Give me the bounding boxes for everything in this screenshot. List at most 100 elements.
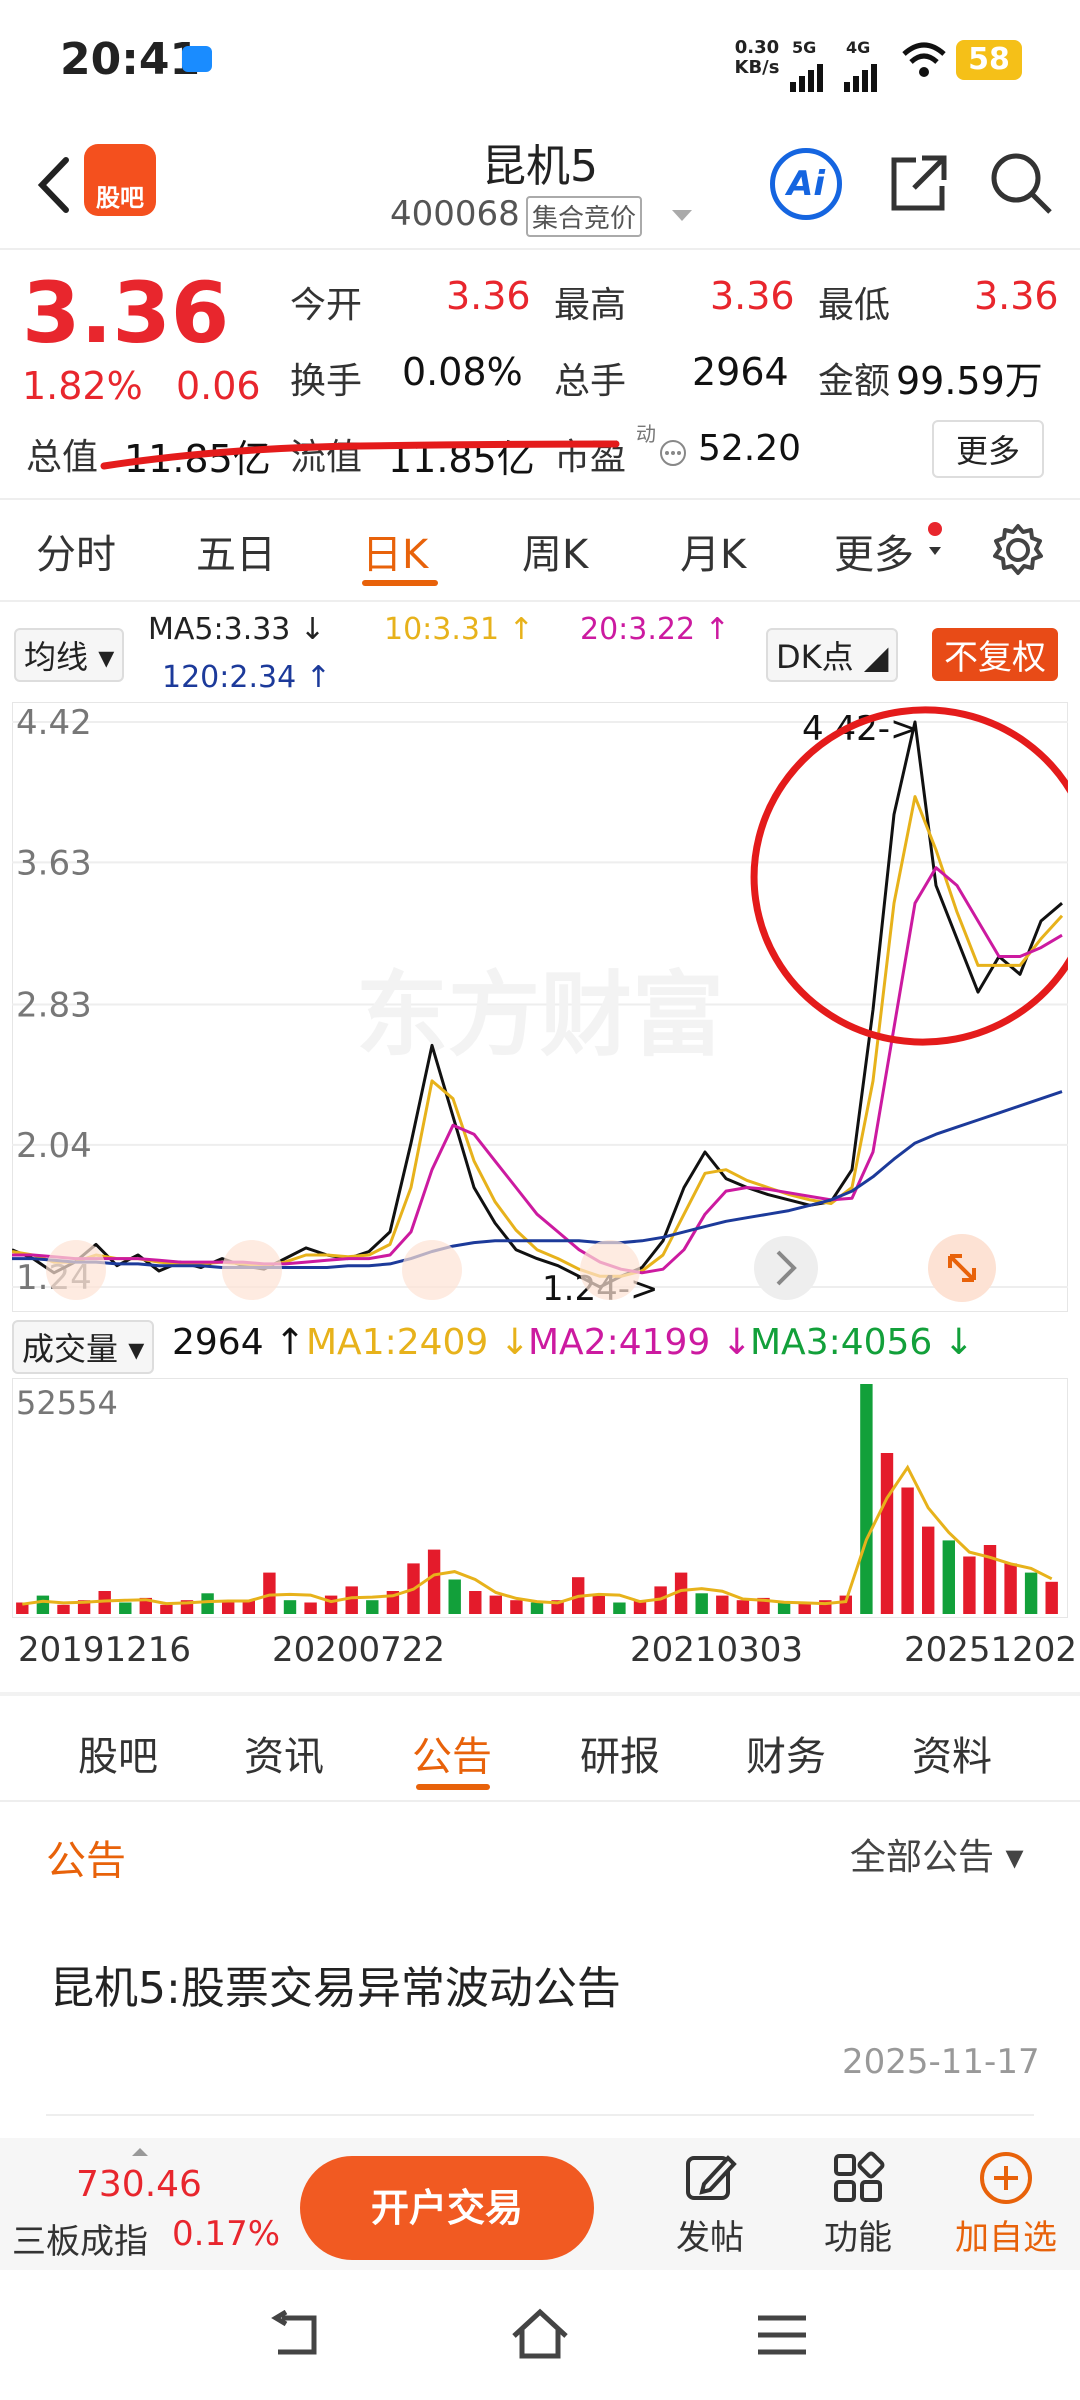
signal-bars-icon xyxy=(790,58,823,92)
search-icon[interactable] xyxy=(988,150,1054,216)
active-tab-indicator xyxy=(362,580,438,586)
index-change: 0.17% xyxy=(172,2214,281,2254)
volume-bar xyxy=(798,1602,811,1614)
volume-value: 2964 xyxy=(692,350,789,394)
info-tabs: 股吧 资讯 公告 研报 财务 资料 xyxy=(0,1696,1080,1804)
volume-selector[interactable]: 成交量 ▾ xyxy=(12,1320,155,1374)
kline-chart[interactable]: 东方财富 4.423.632.832.041.24 4.42-> 1.24-> xyxy=(12,702,1068,1312)
ma5-value: MA5:3.33 ↓ xyxy=(148,612,326,647)
volume-bar xyxy=(860,1384,873,1614)
net-speed-value: 0.30 xyxy=(734,37,780,58)
system-nav-bar xyxy=(0,2272,1080,2400)
watermark-text: 东方财富 xyxy=(356,962,724,1069)
signal-bars-2-icon xyxy=(844,58,877,92)
volume-bar xyxy=(36,1595,50,1614)
ma10-value: 10:3.31 ↑ xyxy=(384,612,534,647)
volume-bar xyxy=(119,1602,132,1614)
tab-guba[interactable]: 股吧 xyxy=(78,1734,158,1780)
guba-logo[interactable]: 股吧 xyxy=(84,144,156,216)
more-caret-icon xyxy=(929,547,941,555)
stock-name: 昆机5 xyxy=(482,141,598,192)
volume-chart[interactable]: 52554 xyxy=(12,1378,1068,1618)
announcement-filter[interactable]: 全部公告 ▾ xyxy=(850,1837,1024,1878)
volume-bar xyxy=(963,1556,976,1614)
date-axis: 20191216 20200722 20210303 20251202 xyxy=(0,1624,1080,1674)
volume-bar xyxy=(57,1604,70,1614)
index-name[interactable]: 三板成指 xyxy=(12,2222,148,2262)
chart-frame xyxy=(12,702,1068,1312)
index-value[interactable]: 730.46 xyxy=(76,2164,202,2205)
volume-bar xyxy=(366,1600,379,1614)
volume-ma1: MA1:2409 ↓ xyxy=(306,1322,530,1363)
chart-grid xyxy=(12,721,1068,1288)
volume-bar xyxy=(530,1602,544,1614)
volume-bar xyxy=(1045,1581,1058,1614)
tab-news[interactable]: 资讯 xyxy=(244,1734,324,1780)
tab-five-day[interactable]: 五日 xyxy=(196,532,276,578)
low-label: 最低 xyxy=(818,285,891,326)
tab-finance[interactable]: 财务 xyxy=(746,1734,826,1780)
nav-back-icon[interactable] xyxy=(270,2310,326,2360)
notification-icon xyxy=(182,46,212,72)
volume-bar xyxy=(1004,1563,1017,1614)
ai-assistant-icon[interactable]: Ai xyxy=(770,148,842,220)
date-label: 20200722 xyxy=(272,1630,446,1670)
y-tick-label: 2.83 xyxy=(16,986,92,1026)
post-button[interactable]: 发帖 xyxy=(650,2150,770,2259)
nav-menu-icon[interactable] xyxy=(754,2312,810,2358)
tab-profile[interactable]: 资料 xyxy=(912,1734,992,1780)
dk-label: DK点 xyxy=(776,638,854,676)
series-line-ma20 xyxy=(12,866,1063,1275)
high-value: 3.36 xyxy=(710,274,795,318)
tab-announcements[interactable]: 公告 xyxy=(412,1734,492,1780)
status-time: 20:41 xyxy=(60,34,201,85)
tab-more[interactable]: 更多 xyxy=(834,532,914,578)
filter-label: 全部公告 xyxy=(850,1837,995,1878)
volume-bar xyxy=(283,1600,297,1614)
announcement-title[interactable]: 昆机5:股票交易异常波动公告 xyxy=(50,1963,621,2014)
dk-point-toggle[interactable]: DK点 ◢ xyxy=(766,628,899,682)
chart-series xyxy=(12,720,1064,1289)
volume-ma-line xyxy=(22,1464,1053,1606)
network-speed: 0.30 KB/s xyxy=(732,38,782,78)
volume-bar xyxy=(1024,1572,1038,1614)
add-watchlist-button[interactable]: 加自选 xyxy=(946,2150,1066,2259)
active-subtab-indicator xyxy=(416,1784,490,1790)
tab-research[interactable]: 研报 xyxy=(580,1734,660,1780)
scroll-right-icon[interactable] xyxy=(754,1236,818,1300)
back-arrow-icon[interactable] xyxy=(26,150,86,220)
nav-home-icon[interactable] xyxy=(510,2308,570,2362)
more-button[interactable]: 更多 xyxy=(932,420,1045,478)
volume-bar xyxy=(242,1600,255,1614)
caret-down-icon[interactable] xyxy=(670,208,694,224)
low-value: 3.36 xyxy=(974,274,1059,318)
tab-monthly-k[interactable]: 月K xyxy=(680,532,747,578)
volume-bar xyxy=(427,1549,441,1614)
post-label: 发帖 xyxy=(676,2218,744,2258)
amount-value: 99.59万 xyxy=(896,359,1043,403)
more-dots-icon[interactable] xyxy=(658,438,688,468)
volume-bar xyxy=(324,1595,338,1614)
share-icon[interactable] xyxy=(886,150,952,216)
expand-icon[interactable] xyxy=(928,1234,996,1302)
open-account-trade-button[interactable]: 开户交易 xyxy=(300,2156,594,2260)
open-label: 今开 xyxy=(290,285,363,326)
ma-selector-label: 均线 xyxy=(24,638,89,676)
functions-button[interactable]: 功能 xyxy=(798,2150,918,2259)
tab-intraday[interactable]: 分时 xyxy=(36,532,116,578)
high-label: 最高 xyxy=(554,285,627,326)
period-tabs: 分时 五日 日K 周K 月K 更多 xyxy=(0,500,1080,600)
volume-max-label: 52554 xyxy=(16,1384,118,1422)
tab-daily-k[interactable]: 日K xyxy=(362,532,429,578)
no-adjust-button[interactable]: 不复权 xyxy=(932,628,1058,681)
add-watchlist-label: 加自选 xyxy=(955,2218,1057,2258)
settings-gear-icon[interactable] xyxy=(990,522,1046,578)
volume-bar xyxy=(304,1602,317,1614)
tab-weekly-k[interactable]: 周K xyxy=(522,532,589,578)
volume-bar xyxy=(448,1579,461,1614)
turnover-value: 0.08% xyxy=(402,350,523,394)
signal-4g-label: 4G xyxy=(846,38,871,57)
volume-bar xyxy=(592,1595,605,1614)
turnover-label: 换手 xyxy=(290,361,363,402)
ma-selector[interactable]: 均线 ▾ xyxy=(14,628,125,682)
